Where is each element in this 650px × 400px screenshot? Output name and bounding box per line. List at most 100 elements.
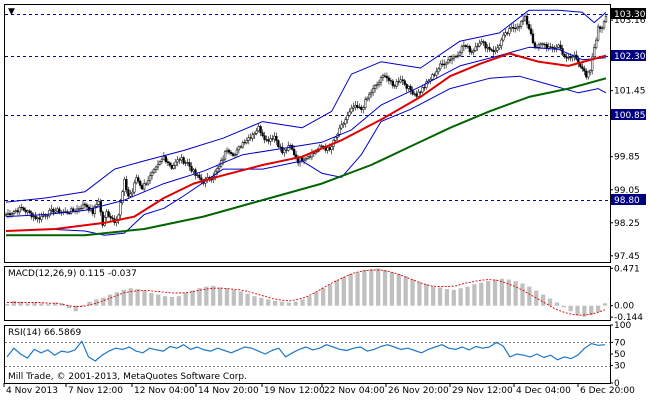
candle-body: [127, 189, 130, 197]
candle-body: [486, 46, 489, 49]
candle-body: [174, 161, 177, 166]
candle-body: [488, 46, 491, 50]
candle-body: [591, 56, 594, 71]
macd-histogram-bar: [279, 301, 285, 306]
macd-histogram-bar: [101, 297, 106, 306]
candle-body: [602, 21, 606, 29]
price-axis-tick-label: 97.45: [614, 252, 640, 262]
candle-body: [366, 97, 369, 100]
candle-body: [417, 91, 420, 97]
candle-body: [243, 142, 246, 144]
candle-body: [596, 26, 600, 41]
candle-body: [397, 81, 400, 83]
candle-body: [269, 138, 272, 142]
candle-body: [330, 146, 333, 150]
candle-body: [529, 28, 533, 35]
candle-body: [326, 147, 329, 151]
macd-histogram-bar: [142, 290, 147, 306]
price-axis-tick-label: 103.16: [614, 16, 646, 26]
candle-body: [523, 15, 527, 21]
macd-axis-tick-label: 0.00: [614, 302, 634, 312]
macd-histogram-bar: [417, 281, 422, 306]
time-axis-tick-label: 29 Nov 12:00: [452, 386, 513, 396]
level-price-tag: [611, 50, 646, 61]
candle-body: [539, 43, 543, 46]
candle-body: [368, 93, 371, 99]
candle-body: [158, 161, 162, 165]
candle-body: [180, 157, 183, 161]
candle-body: [257, 126, 260, 132]
candle-body: [492, 49, 495, 53]
candle-body: [48, 210, 51, 216]
macd-axis-tick-label: -0.144: [614, 313, 643, 323]
candle-body: [551, 46, 554, 49]
candle-body: [464, 45, 468, 47]
candle-body: [247, 137, 250, 141]
candle-body: [379, 77, 383, 83]
candle-body: [225, 149, 229, 152]
current-price-tag: [611, 8, 646, 19]
candle-body: [306, 156, 310, 159]
level-price-tag: [611, 194, 646, 205]
macd-histogram-bar: [479, 282, 484, 306]
macd-histogram-bar: [437, 287, 443, 306]
candle-body: [579, 63, 582, 67]
candle-body: [559, 44, 562, 49]
bollinger-middle-line: [5, 46, 607, 218]
candle-body: [484, 42, 487, 49]
candle-body: [356, 105, 359, 108]
macd-histogram-bar: [341, 277, 346, 306]
candle-body: [75, 208, 79, 212]
candle-body: [490, 49, 493, 51]
candle-body: [387, 77, 391, 81]
candle-body: [598, 26, 602, 29]
candle-body: [533, 42, 537, 48]
macd-histogram-bar: [382, 269, 388, 306]
macd-histogram-bar: [149, 293, 154, 306]
candle-body: [362, 107, 365, 110]
macd-histogram-bar: [39, 303, 44, 306]
price-axis-tick-label: 101.45: [614, 87, 646, 97]
candle-body: [289, 145, 292, 147]
macd-histogram-bar: [396, 273, 401, 306]
candle-body: [198, 174, 201, 179]
candle-body: [585, 70, 588, 78]
candle-body: [439, 63, 442, 70]
candle-body: [504, 32, 507, 36]
macd-histogram-bar: [183, 293, 188, 306]
candle-body: [298, 157, 302, 164]
candle-body: [26, 210, 29, 213]
candle-body: [129, 193, 132, 197]
candle-body: [68, 212, 71, 214]
candle-body: [50, 208, 53, 211]
candle-body: [563, 54, 566, 57]
level-price-tag: [611, 109, 646, 120]
candle-body: [277, 140, 280, 148]
candle-body: [95, 204, 98, 207]
macd-histogram-bar: [376, 268, 381, 306]
candle-body: [160, 158, 164, 162]
macd-histogram-bar: [541, 294, 546, 306]
candle-body: [229, 152, 233, 154]
macd-histogram-bar: [25, 303, 30, 306]
candle-body: [218, 166, 221, 169]
symbol-menu-icon[interactable]: ▼: [8, 7, 15, 17]
candle-body: [415, 93, 418, 97]
level-price-label: 98.80: [614, 196, 640, 206]
time-axis-tick-label: 4 Nov 2013: [6, 386, 58, 396]
candle-body: [385, 76, 389, 79]
candle-body: [419, 91, 422, 93]
macd-histogram-bar: [486, 281, 491, 306]
candle-body: [46, 215, 49, 217]
macd-histogram-bar: [217, 287, 223, 306]
macd-histogram-bar: [66, 305, 71, 309]
candle-body: [302, 159, 306, 162]
candle-body: [541, 43, 544, 45]
candle-body: [437, 68, 440, 73]
macd-histogram-bar: [554, 302, 560, 306]
time-axis-tick-label: 22 Nov 04:00: [324, 386, 385, 396]
macd-histogram-bar: [582, 305, 587, 317]
candle-body: [502, 34, 505, 41]
macd-histogram-bar: [266, 299, 271, 306]
candle-body: [383, 75, 387, 77]
